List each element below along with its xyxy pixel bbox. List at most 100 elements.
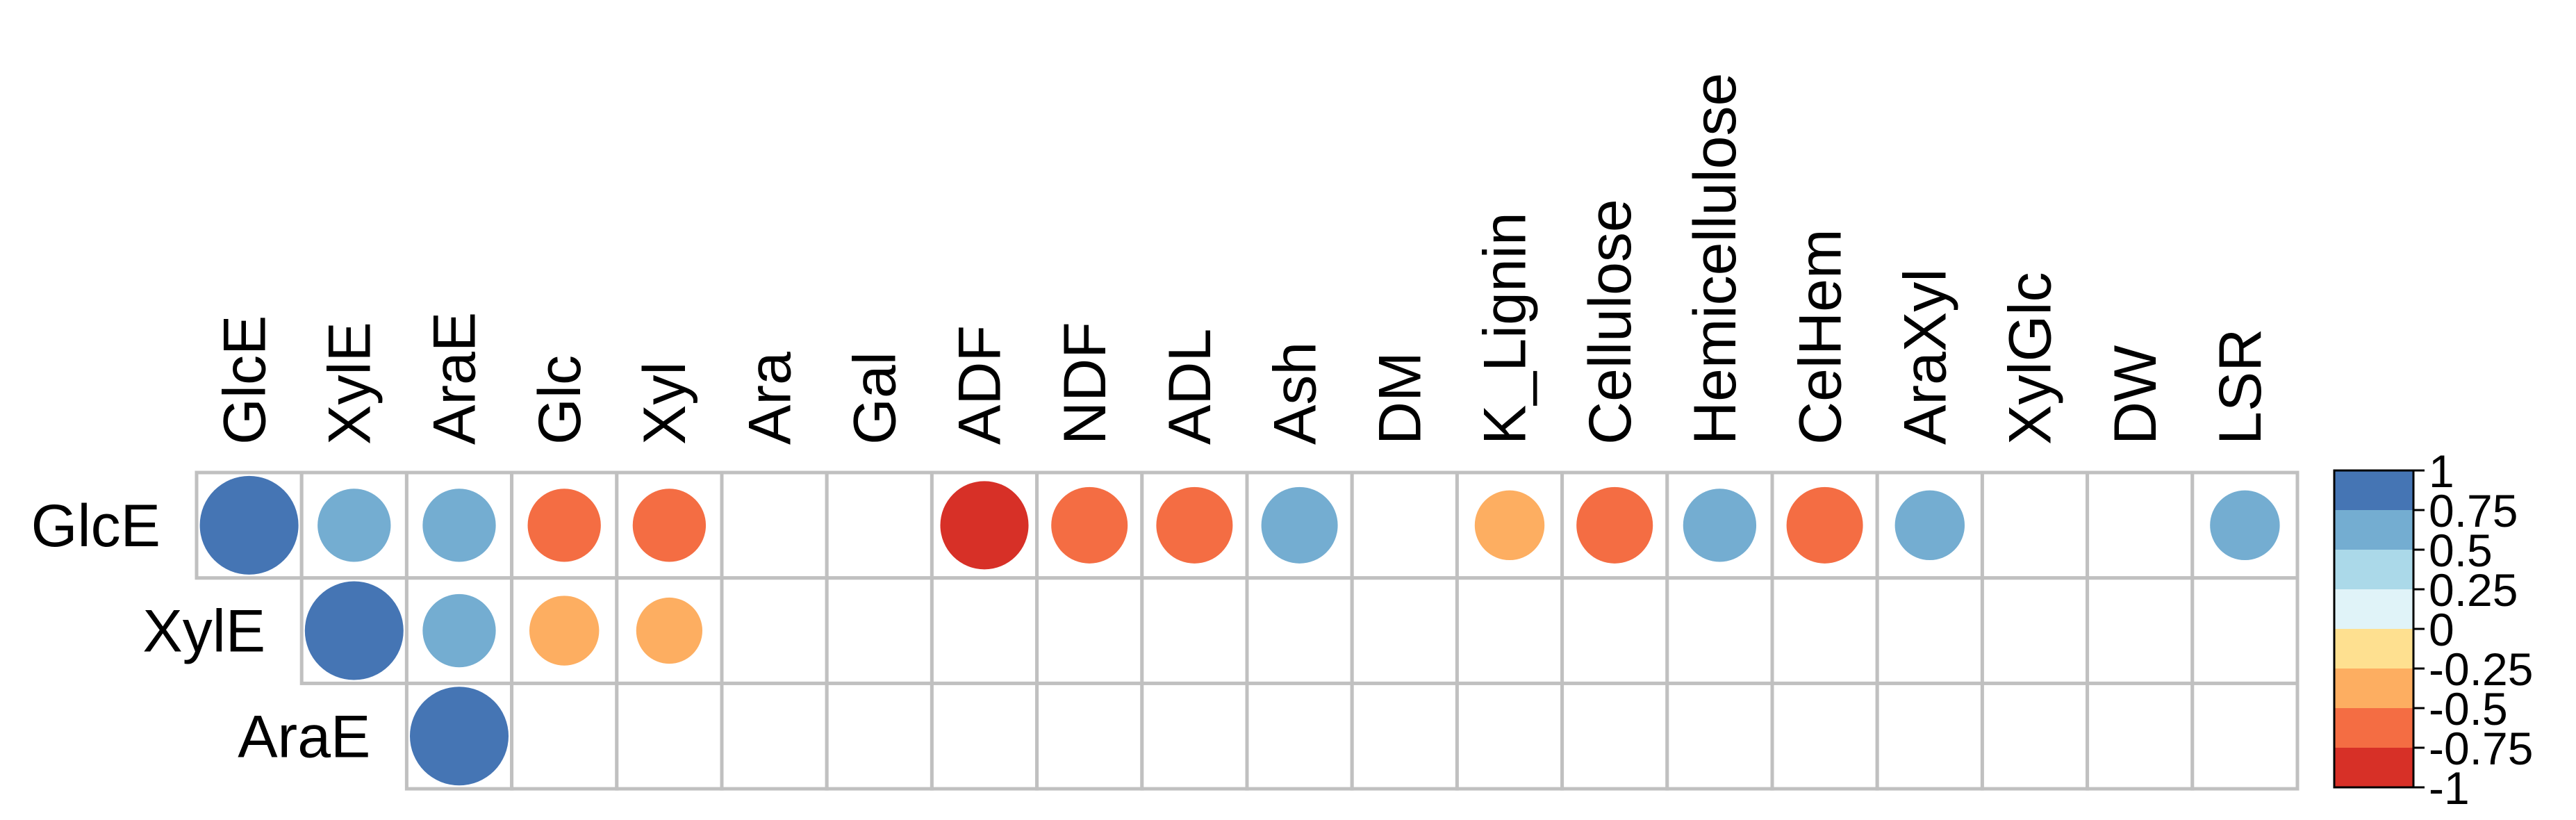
matrix-cell-GlcE-AraXyl <box>1875 470 1984 580</box>
matrix-cell-AraE-AraXyl <box>1875 681 1984 791</box>
colorbar-tick-label: 0.5 <box>2429 525 2493 576</box>
corr-circle-XylE-Xyl <box>636 597 703 664</box>
colorbar-tick-label: 1 <box>2429 445 2454 497</box>
matrix-cell-AraE-Xyl <box>615 681 724 791</box>
corr-circle-XylE-XylE <box>304 581 404 680</box>
matrix-cell-XylE-Ash <box>1245 576 1354 685</box>
matrix-cell-XylE-Hemicellulose <box>1665 576 1774 685</box>
corr-circle-GlcE-GlcE <box>199 475 299 575</box>
column-label-LSR: LSR <box>2207 329 2274 445</box>
matrix-cell-AraE-DM <box>1350 681 1459 791</box>
circle-layer <box>199 475 2280 786</box>
matrix-cell-AraE-XylGlc <box>1980 681 2090 791</box>
corr-circle-GlcE-AraXyl <box>1894 490 1965 561</box>
corr-circle-GlcE-ADL <box>1156 486 1233 564</box>
matrix-cell-AraE-Ara <box>720 681 829 791</box>
matrix-cell-XylE-Cellulose <box>1560 576 1669 685</box>
corr-circle-XylE-Glc <box>529 596 600 666</box>
colorbar: 10.750.50.250-0.25-0.5-0.75-1 <box>2333 445 2533 814</box>
column-label-XylGlc: XylGlc <box>1997 272 2064 445</box>
column-label-XylE: XylE <box>317 322 383 445</box>
matrix-cell-GlcE-Ara <box>720 470 829 580</box>
column-label-GlcE: GlcE <box>211 315 278 445</box>
matrix-cell-AraE-ADF <box>930 681 1039 791</box>
corr-circle-GlcE-AraE <box>422 489 496 562</box>
colorbar-bin <box>2334 510 2413 550</box>
matrix-cell-XylE-ADF <box>930 576 1039 685</box>
corr-circle-GlcE-Ash <box>1261 486 1338 564</box>
matrix-cell-AraE-Ash <box>1245 681 1354 791</box>
corr-circle-GlcE-NDF <box>1051 486 1128 564</box>
column-label-CelHem: CelHem <box>1787 229 1853 445</box>
corr-circle-GlcE-Hemicellulose <box>1683 489 1757 562</box>
corr-circle-GlcE-K_Lignin <box>1474 490 1545 561</box>
matrix-cell-AraE-NDF <box>1035 681 1144 791</box>
corr-circle-XylE-AraE <box>422 593 496 668</box>
column-label-DM: DM <box>1367 352 1434 445</box>
matrix-cell-GlcE-DM <box>1350 470 1459 580</box>
matrix-cell-AraE-CelHem <box>1770 681 1879 791</box>
colorbar-tick-label: -0.25 <box>2429 643 2533 695</box>
matrix-cell-GlcE-Gal <box>825 470 934 580</box>
corr-circle-GlcE-Cellulose <box>1576 486 1653 564</box>
colorbar-bin <box>2334 470 2413 511</box>
corr-circle-GlcE-LSR <box>2210 490 2280 561</box>
column-label-Xyl: Xyl <box>631 362 698 445</box>
colorbar-bin <box>2334 629 2413 669</box>
grid-layer <box>195 470 2300 791</box>
matrix-cell-GlcE-XylGlc <box>1980 470 2090 580</box>
corr-circle-GlcE-ADF <box>940 481 1029 570</box>
colorbar-bin <box>2334 669 2413 709</box>
corr-circle-GlcE-Xyl <box>632 489 707 562</box>
matrix-cell-XylE-DW <box>2086 576 2195 685</box>
colorbar-tick-label: 0.25 <box>2429 564 2518 616</box>
column-labels: GlcE XylE AraE Glc Xyl Ara Gal ADF NDF ADL Ash DM K_… <box>211 73 2274 445</box>
colorbar-tick-label: -0.75 <box>2429 723 2533 774</box>
column-label-Hemicellulose: Hemicellulose <box>1682 73 1749 445</box>
row-label-AraE: AraE <box>238 703 370 770</box>
colorbar-tick-label: 0.75 <box>2429 485 2518 536</box>
column-label-NDF: NDF <box>1052 322 1118 445</box>
column-label-ADL: ADL <box>1157 329 1223 445</box>
column-label-K_Lignin: K_Lignin <box>1472 212 1539 445</box>
colorbar-bin <box>2334 589 2413 630</box>
column-label-Gal: Gal <box>842 352 909 445</box>
column-label-Ash: Ash <box>1262 342 1328 445</box>
matrix-cell-XylE-ADL <box>1140 576 1249 685</box>
matrix-cell-XylE-LSR <box>2190 576 2300 685</box>
matrix-cell-XylE-Ara <box>720 576 829 685</box>
matrix-cell-GlcE-DW <box>2086 470 2195 580</box>
column-label-Ara: Ara <box>736 352 803 445</box>
corr-circle-GlcE-XylE <box>317 489 391 562</box>
matrix-cell-XylE-CelHem <box>1770 576 1879 685</box>
column-label-Cellulose: Cellulose <box>1577 199 1644 445</box>
matrix-cell-AraE-LSR <box>2190 681 2300 791</box>
colorbar-tick-label: -1 <box>2429 762 2470 814</box>
column-label-ADF: ADF <box>947 325 1014 445</box>
matrix-cell-AraE-Hemicellulose <box>1665 681 1774 791</box>
column-label-Glc: Glc <box>527 355 593 445</box>
colorbar-tick-label: -0.5 <box>2429 683 2508 735</box>
matrix-cell-XylE-DM <box>1350 576 1459 685</box>
matrix-cell-XylE-NDF <box>1035 576 1144 685</box>
matrix-cell-AraE-K_Lignin <box>1455 681 1564 791</box>
colorbar-bin <box>2334 708 2413 748</box>
matrix-cell-AraE-Gal <box>825 681 934 791</box>
column-label-AraXyl: AraXyl <box>1892 269 1959 445</box>
row-label-XylE: XylE <box>142 598 265 665</box>
matrix-cell-XylE-Gal <box>825 576 934 685</box>
colorbar-bin <box>2334 550 2413 590</box>
matrix-cell-XylE-K_Lignin <box>1455 576 1564 685</box>
row-labels: GlcE XylE AraE <box>31 493 371 770</box>
column-label-AraE: AraE <box>422 312 488 445</box>
corr-circle-AraE-AraE <box>410 687 509 786</box>
column-label-DW: DW <box>2102 345 2169 445</box>
corr-circle-GlcE-CelHem <box>1786 486 1863 564</box>
matrix-cell-XylE-XylGlc <box>1980 576 2090 685</box>
colorbar-tick-label: 0 <box>2429 604 2454 655</box>
corr-circle-GlcE-Glc <box>527 489 601 562</box>
matrix-cell-AraE-ADL <box>1140 681 1249 791</box>
matrix-cell-AraE-Cellulose <box>1560 681 1669 791</box>
row-label-GlcE: GlcE <box>31 493 160 559</box>
